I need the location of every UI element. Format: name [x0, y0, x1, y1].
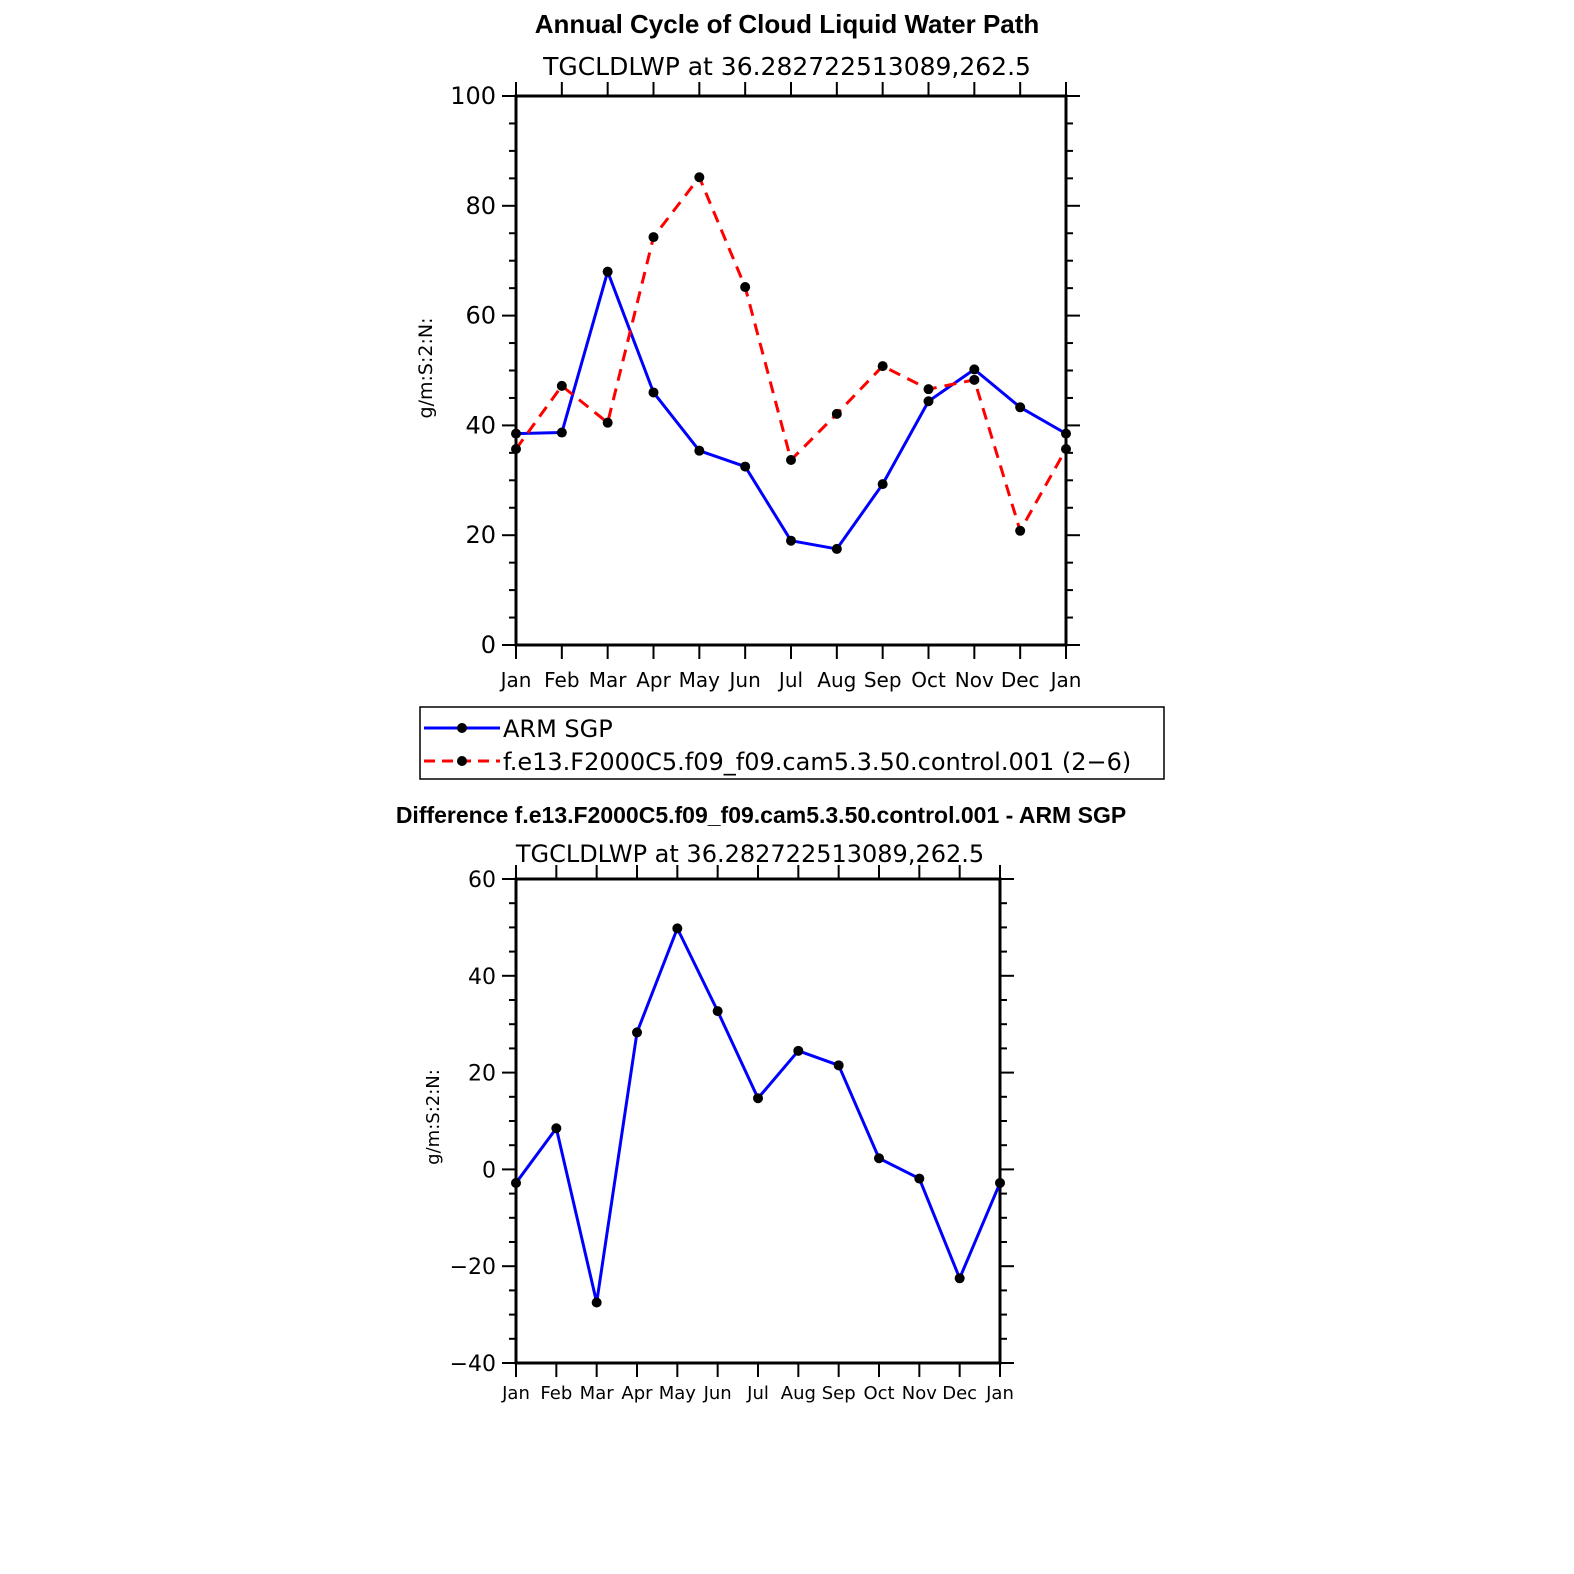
x-tick-label: Feb [544, 668, 579, 692]
x-tick-label: Dec [942, 1383, 977, 1404]
data-point-0 [591, 1297, 602, 1308]
data-point-0 [833, 1060, 844, 1071]
data-point-0 [874, 1153, 884, 1164]
y-tick-label: 0 [482, 1158, 496, 1183]
y-tick-label: −40 [450, 1352, 496, 1377]
x-tick-label: Aug [817, 668, 856, 692]
chart1-title: Annual Cycle of Cloud Liquid Water Path [535, 9, 1040, 39]
chart1-legend: ARM SGP f.e13.F2000C5.f09_f09.cam5.3.50.… [419, 706, 1165, 780]
legend-marker-model [457, 756, 467, 766]
x-tick-label: May [659, 1383, 697, 1404]
data-point-0 [923, 396, 934, 407]
data-point-0 [712, 1006, 723, 1017]
data-point-0 [786, 535, 796, 546]
data-point-0 [753, 1093, 763, 1104]
data-point-0 [877, 479, 888, 490]
data-point-0 [969, 364, 980, 375]
data-point-1 [1061, 444, 1071, 455]
data-point-0 [793, 1045, 804, 1056]
series-line-1 [514, 175, 1068, 533]
x-tick-label: Sep [822, 1383, 856, 1404]
chart1-subtitle: TGCLDLWP at 36.282722513089,262.5 [542, 52, 1031, 81]
chart2-plot: −40 −20 0 20 40 60 Jan Feb Mar Apr May Jun Jul Aug Sep… [450, 865, 1014, 1404]
x-tick-label: Apr [636, 668, 671, 692]
data-point-0 [602, 266, 613, 277]
data-point-0 [632, 1027, 642, 1038]
data-point-1 [602, 417, 613, 428]
data-point-0 [831, 543, 842, 554]
x-tick-label: Jan [1049, 668, 1082, 692]
y-tick-label: 0 [481, 631, 496, 659]
y-tick-label: 40 [468, 965, 496, 990]
y-tick-label: −20 [450, 1255, 496, 1280]
data-point-0 [1061, 428, 1071, 439]
chart1-plot: 0 20 40 60 80 100 Jan Feb Mar Apr May Jun Jul Aug Sep O… [450, 82, 1081, 692]
chart2-title: Difference f.e13.F2000C5.f09_f09.cam5.3.… [396, 802, 1126, 828]
x-tick-label: Dec [1001, 668, 1040, 692]
y-tick-label: 80 [465, 192, 496, 220]
y-tick-label: 20 [468, 1062, 496, 1087]
y-tick-label: 60 [468, 868, 496, 893]
x-tick-label: Aug [781, 1383, 816, 1404]
x-tick-label: Jan [985, 1383, 1014, 1404]
data-point-1 [511, 444, 521, 455]
x-tick-label: Nov [955, 668, 994, 692]
x-tick-label: Nov [902, 1383, 937, 1404]
data-point-0 [511, 1177, 521, 1188]
data-point-0 [672, 923, 683, 934]
plot-frame [514, 877, 1002, 1365]
x-tick-label: Jan [499, 668, 532, 692]
data-point-0 [694, 445, 705, 456]
data-point-0 [511, 428, 521, 439]
data-point-0 [556, 427, 567, 438]
y-tick-label: 100 [450, 82, 496, 110]
data-point-0 [648, 387, 659, 398]
x-tick-label: Jan [501, 1383, 530, 1404]
data-point-1 [1015, 525, 1026, 536]
data-point-1 [831, 408, 842, 419]
x-tick-label: Jun [728, 668, 761, 692]
data-point-0 [551, 1123, 562, 1134]
y-tick-label: 40 [465, 411, 496, 439]
data-point-1 [969, 374, 980, 385]
x-tick-label: May [679, 668, 721, 692]
x-tick-label: Oct [863, 1383, 894, 1404]
y-tick-label: 20 [465, 521, 496, 549]
legend-box [419, 706, 1165, 780]
x-tick-label: Jul [777, 668, 803, 692]
chart1-ylabel: g/m:S:2:N: [415, 318, 437, 419]
chart2-ylabel: g/m:S:2:N: [423, 1069, 444, 1165]
legend-label-arm-sgp: ARM SGP [503, 715, 613, 743]
legend-label-model: f.e13.F2000C5.f09_f09.cam5.3.50.control.… [503, 748, 1131, 776]
data-point-0 [954, 1273, 965, 1284]
plot-frame [514, 94, 1068, 647]
data-point-1 [877, 361, 888, 372]
data-point-0 [914, 1173, 925, 1184]
data-point-0 [995, 1177, 1005, 1188]
x-tick-label: Mar [589, 668, 628, 692]
data-point-1 [648, 232, 659, 243]
data-point-1 [786, 454, 796, 465]
data-point-0 [1015, 402, 1026, 413]
x-tick-label: Jun [703, 1383, 732, 1404]
x-tick-label: Jul [746, 1383, 769, 1404]
data-point-1 [923, 384, 934, 395]
y-tick-label: 60 [465, 302, 496, 330]
series-line-0 [514, 926, 1002, 1304]
x-tick-label: Feb [540, 1383, 572, 1404]
x-tick-label: Sep [864, 668, 902, 692]
x-tick-label: Oct [911, 668, 946, 692]
data-point-0 [740, 461, 751, 472]
x-tick-label: Apr [621, 1383, 653, 1404]
chart2-subtitle: TGCLDLWP at 36.282722513089,262.5 [515, 840, 984, 868]
data-point-1 [694, 172, 705, 183]
data-point-1 [740, 282, 751, 293]
data-point-1 [556, 380, 567, 391]
legend-marker-arm-sgp [457, 723, 467, 733]
x-tick-label: Mar [580, 1383, 615, 1404]
